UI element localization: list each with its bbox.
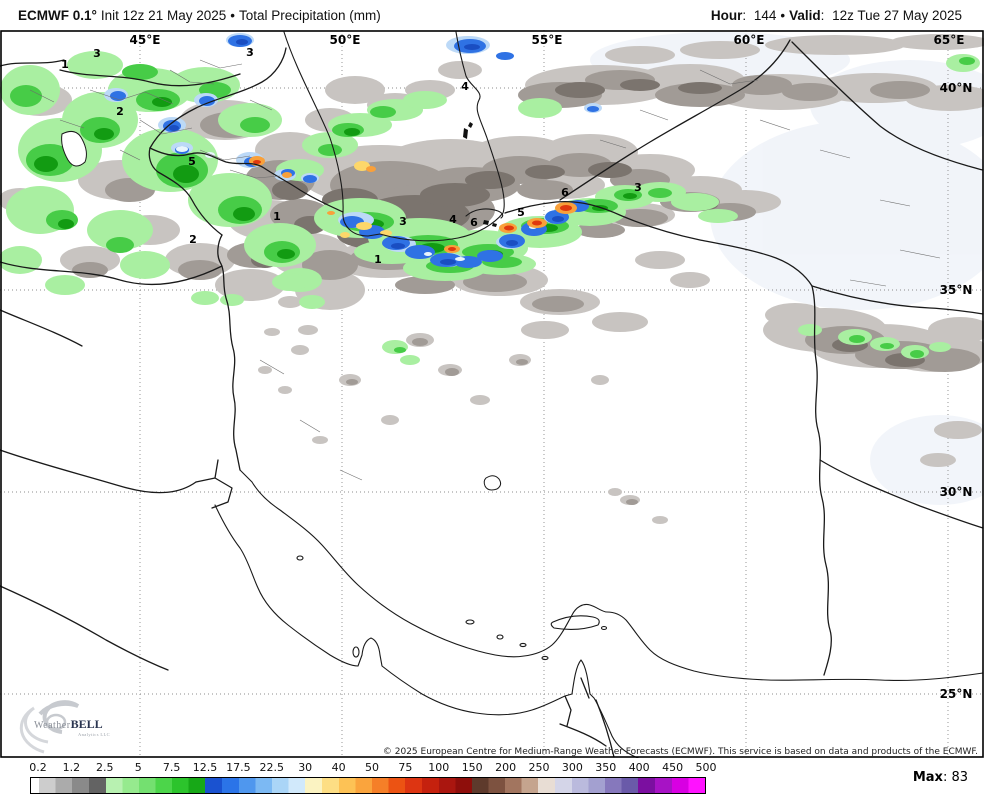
colorbar-cell (471, 778, 506, 793)
svg-text:WeatherBELL: WeatherBELL (34, 717, 103, 731)
copyright-text: © 2025 European Centre for Medium-Range … (383, 747, 978, 757)
colorbar-cell (405, 778, 439, 793)
legend-tick: 150 (461, 761, 483, 774)
forecast-map: 45°E 50°E 55°E 60°E 65°E 40°N 35°N 30°N 25°N 3 1… (0, 30, 984, 759)
legend-tick: 22.5 (259, 761, 285, 774)
svg-text:3: 3 (246, 46, 254, 59)
svg-text:6: 6 (470, 216, 478, 229)
svg-text:35°N: 35°N (940, 283, 973, 297)
svg-text:5: 5 (188, 155, 196, 168)
svg-text:3: 3 (634, 181, 642, 194)
svg-text:30°N: 30°N (940, 485, 973, 499)
weatherbell-logo: WeatherBELL Analytics LLC (19, 700, 110, 754)
legend-tick: 1.2 (62, 761, 81, 774)
legend-tick: 100 (428, 761, 450, 774)
hour-label: Hour (710, 7, 743, 23)
svg-text:50°E: 50°E (330, 33, 361, 47)
svg-text:5: 5 (517, 206, 525, 219)
legend-tick: 400 (628, 761, 650, 774)
svg-text:1: 1 (273, 210, 281, 223)
legend-tick: 200 (495, 761, 517, 774)
colorbar-cell (538, 778, 572, 793)
legend-tick: 12.5 (192, 761, 218, 774)
svg-text:6: 6 (561, 186, 569, 199)
colorbar-cell (172, 778, 206, 793)
init-time: Init 12z 21 May 2025 (100, 7, 227, 23)
colorbar-cell (438, 778, 472, 793)
legend-tick: 350 (595, 761, 617, 774)
colorbar-cell (138, 778, 173, 793)
svg-text:3: 3 (399, 215, 407, 228)
colorbar-cell (505, 778, 539, 793)
valid-value: 12z Tue 27 May 2025 (832, 7, 962, 23)
map-frame (0, 30, 984, 758)
legend-tick: 300 (561, 761, 583, 774)
product-name: Total Precipitation (mm) (238, 7, 381, 23)
max-value: 83 (951, 770, 968, 785)
svg-text:40°N: 40°N (940, 81, 973, 95)
colorbar-cell (305, 778, 339, 793)
colorbar-cell (338, 778, 372, 793)
svg-text:2: 2 (116, 105, 124, 118)
coastlines (61, 31, 984, 759)
colorbar-cell (72, 778, 106, 793)
svg-text:1: 1 (374, 253, 382, 266)
svg-text:45°E: 45°E (130, 33, 161, 47)
colorbar-cell (105, 778, 139, 793)
svg-text:55°E: 55°E (532, 33, 563, 47)
product-title: ECMWF 0.1° Init 12z 21 May 2025 • Total Pre… (18, 8, 385, 23)
legend-tick: 75 (398, 761, 413, 774)
colorbar-cell (571, 778, 606, 793)
title-bar: ECMWF 0.1° Init 12z 21 May 2025 • Total Pre… (0, 0, 984, 30)
legend-tick: 2.5 (96, 761, 114, 774)
valid-label: Valid (789, 7, 821, 23)
colorbar-cell (671, 778, 705, 793)
svg-text:3: 3 (93, 47, 101, 60)
legend-tick: 30 (298, 761, 313, 774)
admin-boundaries (29, 59, 941, 481)
legend-tick: 40 (331, 761, 346, 774)
legend-tick: 0.2 (29, 761, 47, 774)
colorbar-cell (205, 778, 239, 793)
svg-text:Analytics LLC: Analytics LLC (78, 732, 110, 737)
model-name: ECMWF 0.1° (18, 7, 97, 23)
legend-tick: 7.5 (162, 761, 181, 774)
legend-tick: 5 (134, 761, 142, 774)
legend-tick: 250 (528, 761, 550, 774)
svg-text:4: 4 (461, 80, 469, 93)
forecast-hour-valid: Hour: 144 • Valid: 12z Tue 27 May 2025 (710, 7, 962, 23)
svg-text:1: 1 (61, 58, 69, 71)
map-canvas: 45°E 50°E 55°E 60°E 65°E 40°N 35°N 30°N 25°N 3 1… (0, 30, 984, 759)
colorbar-cell (371, 778, 406, 793)
legend-tick: 17.5 (226, 761, 251, 774)
legend-tick: 50 (365, 761, 379, 774)
svg-text:65°E: 65°E (934, 33, 965, 47)
svg-text:60°E: 60°E (734, 33, 765, 47)
hour-bullet: • (780, 7, 786, 23)
hurricane-swirl-icon (19, 700, 80, 754)
title-bullet: • (230, 7, 235, 23)
colorbar-cell (272, 778, 306, 793)
svg-text:25°N: 25°N (940, 687, 973, 701)
legend-tick: 500 (695, 761, 717, 774)
colorbar-cell (605, 778, 639, 793)
svg-text:2: 2 (189, 233, 197, 246)
hour-value: 144 (753, 7, 777, 23)
legend-tick: 450 (662, 761, 684, 774)
legend-footer: 0.2 1.2 2.5 5 7.5 12.5 17.5 22.5 30 40 50 75 100 150 2… (0, 758, 984, 808)
colorbar-cell (638, 778, 672, 793)
svg-text:4: 4 (449, 213, 457, 226)
colorbar-cell (31, 778, 39, 793)
max-label: Max (912, 770, 943, 785)
precipitation-shading (0, 33, 984, 524)
country-borders (0, 39, 984, 758)
max-value-readout: Max: 83 (912, 770, 968, 785)
precip-colorbar (30, 777, 706, 794)
colorbar-cell (238, 778, 273, 793)
colorbar-cell (39, 778, 73, 793)
